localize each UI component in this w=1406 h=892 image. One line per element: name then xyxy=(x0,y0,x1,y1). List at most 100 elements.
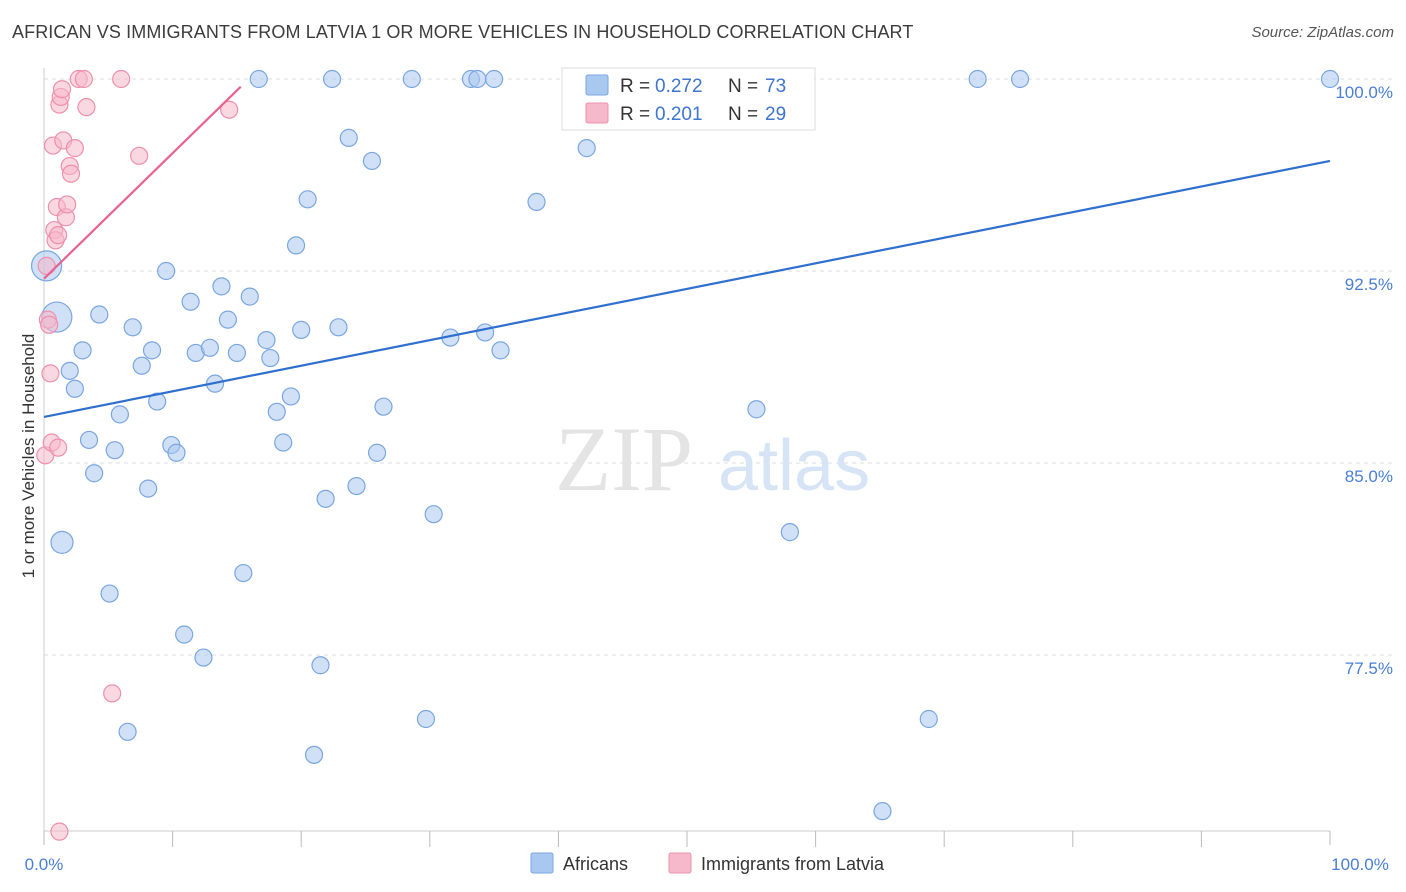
watermark-zip: ZIP xyxy=(555,408,693,510)
africans-point-18 xyxy=(157,261,176,281)
latvia-point-27 xyxy=(220,100,239,119)
trendlines xyxy=(43,85,1331,418)
africans-point-14 xyxy=(132,356,151,375)
legend-n-value-latvia: 29 xyxy=(765,104,786,125)
africans-point-10 xyxy=(105,441,124,460)
africans-point-11 xyxy=(110,405,129,424)
latvia-point-3 xyxy=(40,315,59,334)
bottom-legend-label-latvia: Immigrants from Latvia xyxy=(701,854,885,874)
data-points xyxy=(30,69,1340,841)
africans-point-9 xyxy=(100,584,119,603)
latvia-point-10 xyxy=(49,226,68,245)
africans-point-39 xyxy=(292,320,311,339)
y-tick-label-1: 85.0% xyxy=(1345,467,1393,486)
africans-point-59 xyxy=(491,341,510,360)
latvia-point-24 xyxy=(103,684,122,703)
africans-point-69 xyxy=(968,69,987,89)
africans-point-20 xyxy=(167,443,186,462)
africans-point-58 xyxy=(485,69,504,89)
africans-point-17 xyxy=(148,392,167,411)
africans-point-46 xyxy=(339,128,358,147)
africans-point-22 xyxy=(181,292,200,311)
africans-point-50 xyxy=(374,397,393,416)
africans-point-27 xyxy=(212,277,231,296)
africans-point-5 xyxy=(73,341,92,360)
latvia-point-26 xyxy=(130,146,149,165)
africans-point-34 xyxy=(261,348,280,368)
africans-point-24 xyxy=(194,648,213,667)
africans-point-29 xyxy=(227,343,246,363)
legend-r-value-africans: 0.272 xyxy=(655,76,703,97)
africans-point-64 xyxy=(747,400,766,419)
africans-point-7 xyxy=(85,464,104,483)
africans-point-43 xyxy=(316,489,335,508)
legend-n-value-africans: 73 xyxy=(765,76,786,97)
africans-point-36 xyxy=(274,433,293,452)
y-tick-labels: 77.5% 85.0% 92.5% 100.0% xyxy=(1335,83,1393,678)
latvia-point-14 xyxy=(52,80,72,99)
legend-r-label-latvia: R = xyxy=(620,104,650,125)
legend-r-label-africans: R = xyxy=(620,76,650,97)
bottom-legend-swatch-latvia xyxy=(668,852,692,874)
africans-point-21 xyxy=(175,625,194,644)
africans-point-37 xyxy=(281,387,301,406)
y-tick-label-3: 100.0% xyxy=(1335,83,1393,102)
source-label: Source: ZipAtlas.com xyxy=(1251,24,1394,41)
x-tick-label-min: 0.0% xyxy=(25,855,64,874)
africans-point-4 xyxy=(65,379,84,398)
legend-swatch-latvia xyxy=(585,102,609,124)
africans-point-48 xyxy=(362,151,382,171)
watermark: ZIP atlas xyxy=(555,408,870,510)
africans-point-8 xyxy=(90,305,109,324)
y-tick-label-2: 92.5% xyxy=(1345,275,1393,294)
africans-point-68 xyxy=(919,709,938,729)
africans-point-56 xyxy=(468,69,487,89)
x-tick-label-max: 100.0% xyxy=(1331,855,1389,874)
africans-point-32 xyxy=(249,69,268,89)
latvia-point-25 xyxy=(112,69,131,89)
watermark-atlas: atlas xyxy=(718,426,870,506)
africans-point-12 xyxy=(118,722,137,741)
africans-point-41 xyxy=(304,745,324,764)
latvia-point-4 xyxy=(41,364,60,383)
africans-point-25 xyxy=(200,338,219,357)
africans-point-3 xyxy=(60,361,79,380)
africans-trendline xyxy=(43,159,1331,418)
latvia-point-22 xyxy=(74,69,93,89)
africans-point-71 xyxy=(1320,69,1340,89)
africans-point-57 xyxy=(475,323,495,342)
latvia-point-23 xyxy=(77,98,96,117)
africans-point-6 xyxy=(79,430,99,450)
y-axis-label: 1 or more Vehicles in Household xyxy=(19,334,38,579)
legend-n-label-africans: N = xyxy=(728,76,758,97)
africans-point-52 xyxy=(416,709,436,729)
africans-point-45 xyxy=(329,318,348,337)
latvia-point-28 xyxy=(50,822,69,841)
africans-point-15 xyxy=(139,479,158,498)
latvia-point-20 xyxy=(65,139,84,158)
africans-point-2 xyxy=(50,530,74,554)
africans-point-67 xyxy=(873,802,892,821)
grid-lines xyxy=(44,78,1392,656)
legend: R = 0.272 N = 73 R = 0.201 N = 29 xyxy=(561,67,816,131)
africans-point-38 xyxy=(286,236,306,255)
latvia-point-1 xyxy=(37,256,56,275)
africans-point-13 xyxy=(123,318,142,337)
africans-point-40 xyxy=(298,190,317,209)
africans-point-47 xyxy=(347,476,366,496)
africans-point-16 xyxy=(142,341,162,360)
africans-point-53 xyxy=(424,505,443,524)
latvia-point-19 xyxy=(61,164,81,183)
africans-point-60 xyxy=(527,192,546,211)
africans-point-65 xyxy=(780,523,799,542)
africans-point-61 xyxy=(577,139,596,158)
latvia-trendline xyxy=(43,85,242,280)
africans-point-42 xyxy=(311,656,330,675)
legend-swatch-africans xyxy=(585,74,609,96)
legend-n-label-latvia: N = xyxy=(728,104,758,125)
chart-title: AFRICAN VS IMMIGRANTS FROM LATVIA 1 OR M… xyxy=(12,22,914,42)
x-tick-labels: 0.0% 100.0% xyxy=(25,855,1389,874)
bottom-legend-label-africans: Africans xyxy=(563,854,628,874)
africans-point-44 xyxy=(322,69,342,89)
